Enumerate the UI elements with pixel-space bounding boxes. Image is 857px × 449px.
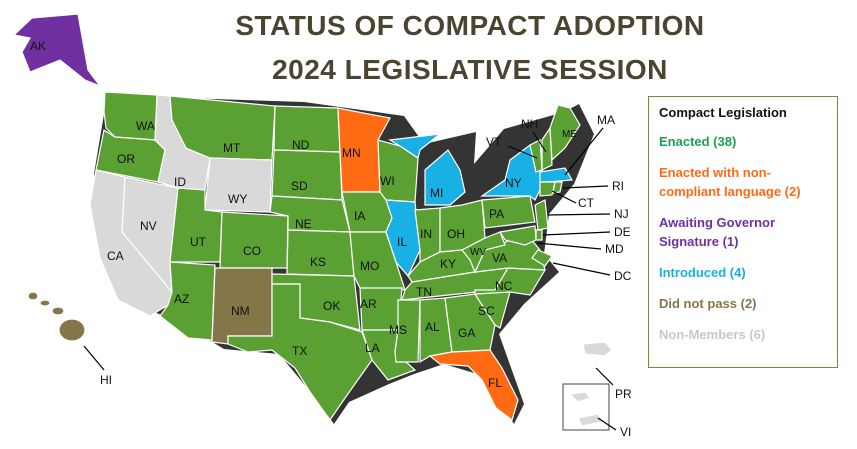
label-nc: NC xyxy=(495,279,513,293)
label-ne: NE xyxy=(295,217,312,231)
callout-hi: HI xyxy=(100,373,112,387)
label-ms: MS xyxy=(389,323,407,337)
label-mt: MT xyxy=(223,141,241,155)
state-vi-group[interactable] xyxy=(562,383,610,431)
label-mo: MO xyxy=(360,259,379,273)
state-de[interactable] xyxy=(535,229,543,241)
map-title-line1: STATUS OF COMPACT ADOPTION xyxy=(235,10,705,41)
label-ks: KS xyxy=(310,255,326,269)
callout-ct: CT xyxy=(578,196,595,210)
map-title-line2: 2024 LEGISLATIVE SESSION xyxy=(272,54,668,85)
callout-vi: VI xyxy=(620,425,631,439)
vi-inset-box xyxy=(562,383,610,431)
legend: Compact Legislation Enacted (38) Enacted… xyxy=(648,96,838,368)
legend-item-enacted: Enacted (38) xyxy=(659,134,737,149)
callout-vt: VT xyxy=(486,135,502,149)
state-labels: AK WA OR CA NV ID MT WY UT CO AZ NM ND S… xyxy=(30,39,577,390)
label-ga: GA xyxy=(458,326,475,340)
state-pa[interactable] xyxy=(481,195,536,229)
label-in: IN xyxy=(420,227,432,241)
state-me[interactable] xyxy=(549,104,581,162)
legend-item-non-members: Non-Members (6) xyxy=(659,327,766,342)
state-ct[interactable] xyxy=(539,181,556,197)
label-me: ME xyxy=(562,129,577,140)
state-hi-isl1[interactable] xyxy=(27,291,39,301)
label-ny: NY xyxy=(505,176,522,190)
label-nd: ND xyxy=(292,138,310,152)
label-ak: AK xyxy=(30,39,46,53)
state-mi-lower[interactable] xyxy=(424,149,466,206)
state-hi-isl2[interactable] xyxy=(39,299,51,307)
label-va: VA xyxy=(492,251,507,265)
label-sc: SC xyxy=(478,304,495,318)
legend-item-introduced: Introduced (4) xyxy=(659,265,746,280)
state-ri[interactable] xyxy=(552,181,563,194)
legend-item-did-not-pass: Did not pass (2) xyxy=(659,296,757,311)
state-nj[interactable] xyxy=(534,199,549,231)
label-sd: SD xyxy=(291,179,308,193)
label-wv: WV xyxy=(470,247,486,258)
label-id: ID xyxy=(174,175,186,189)
label-tn: TN xyxy=(416,285,432,299)
callout-pr: PR xyxy=(615,387,632,401)
state-nc[interactable] xyxy=(474,267,547,296)
callout-ma: MA xyxy=(597,113,615,127)
legend-item-noncompliant: Enacted with non-compliant language (2) xyxy=(659,165,801,199)
callout-md: MD xyxy=(605,242,624,256)
state-ga[interactable] xyxy=(444,293,496,353)
label-ut: UT xyxy=(190,235,207,249)
label-ia: IA xyxy=(354,209,365,223)
label-co: CO xyxy=(243,244,261,258)
callout-dc: DC xyxy=(614,269,632,283)
legend-heading: Compact Legislation xyxy=(659,105,787,120)
state-mi[interactable] xyxy=(388,133,443,159)
callout-ri: RI xyxy=(612,179,624,193)
label-nm: NM xyxy=(231,304,250,318)
label-fl: FL xyxy=(488,376,502,390)
label-mi: MI xyxy=(430,186,443,200)
label-pa: PA xyxy=(489,207,504,221)
state-co[interactable] xyxy=(219,211,289,269)
states-layer xyxy=(12,13,613,431)
label-wy: WY xyxy=(228,192,247,206)
state-hi-group[interactable] xyxy=(27,291,86,342)
label-ky: KY xyxy=(440,257,456,271)
label-wa: WA xyxy=(136,119,155,133)
callout-nj: NJ xyxy=(614,207,629,221)
state-vi[interactable] xyxy=(568,391,592,403)
state-ak[interactable] xyxy=(12,13,102,88)
state-md[interactable] xyxy=(499,225,537,246)
state-tx[interactable] xyxy=(227,283,373,422)
label-al: AL xyxy=(425,320,440,334)
label-az: AZ xyxy=(174,292,189,306)
label-mn: MN xyxy=(342,146,361,160)
callout-nh: NH xyxy=(521,117,538,131)
state-wv[interactable] xyxy=(461,231,506,274)
label-la: LA xyxy=(365,341,380,355)
label-tx: TX xyxy=(292,344,307,358)
state-vi-isl2[interactable] xyxy=(577,413,603,427)
state-nh[interactable] xyxy=(541,126,553,171)
state-ma[interactable] xyxy=(539,167,573,183)
state-hi[interactable] xyxy=(58,318,86,342)
label-oh: OH xyxy=(447,227,465,241)
label-or: OR xyxy=(117,152,135,166)
state-ks[interactable] xyxy=(286,229,355,277)
label-nv: NV xyxy=(140,219,157,233)
label-ok: OK xyxy=(323,299,340,313)
state-pr[interactable] xyxy=(582,341,613,357)
state-hi-isl3[interactable] xyxy=(51,306,65,316)
label-ar: AR xyxy=(360,297,377,311)
label-wi: WI xyxy=(380,174,395,188)
state-dc[interactable] xyxy=(531,249,553,267)
callout-de: DE xyxy=(614,225,631,239)
legend-item-awaiting: Awaiting Governor Signature (1) xyxy=(659,215,776,249)
label-il: IL xyxy=(397,235,407,249)
label-ca: CA xyxy=(107,249,124,263)
state-fl[interactable] xyxy=(428,349,519,421)
callouts: VT NH MA RI CT NJ DE MD DC HI PR VI xyxy=(83,113,632,439)
